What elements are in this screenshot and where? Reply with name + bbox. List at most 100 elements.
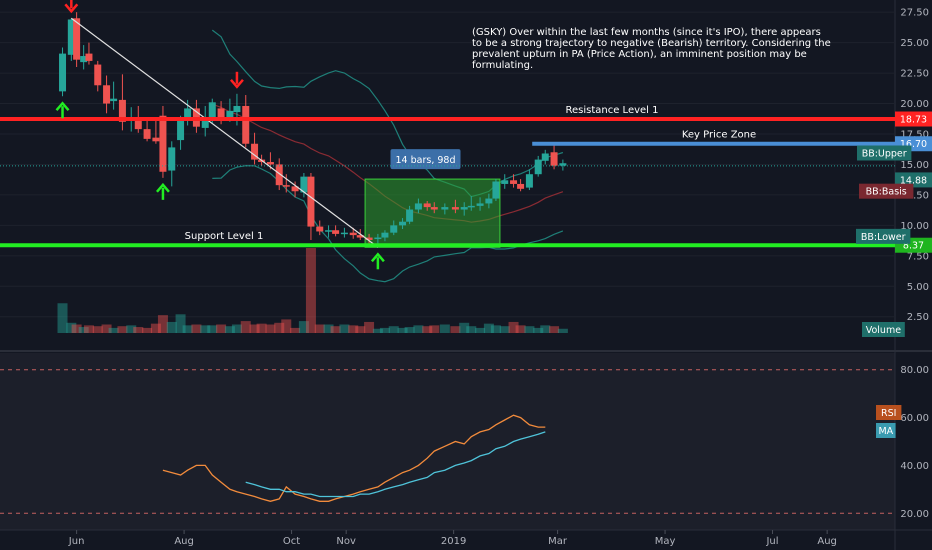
candle-down[interactable] bbox=[510, 180, 518, 184]
candle-down[interactable] bbox=[118, 99, 126, 122]
volume-bar bbox=[459, 322, 470, 333]
candle-up[interactable] bbox=[374, 237, 382, 240]
candle-down[interactable] bbox=[430, 207, 438, 210]
candle-down[interactable] bbox=[251, 143, 259, 160]
candle-up[interactable] bbox=[467, 205, 475, 208]
volume-bar bbox=[101, 324, 112, 333]
volume-bar bbox=[429, 325, 440, 333]
candle-up[interactable] bbox=[325, 230, 333, 232]
volume-bar bbox=[175, 314, 186, 333]
candle-down[interactable] bbox=[103, 85, 111, 104]
volume-bar bbox=[249, 324, 260, 333]
bars-range-label-box bbox=[390, 149, 461, 170]
analysis-note-line: to be a strong trajectory to negative (B… bbox=[472, 38, 831, 49]
rsi-pane[interactable] bbox=[0, 369, 895, 514]
price-tick-label: 2.50 bbox=[907, 312, 929, 323]
candle-up[interactable] bbox=[390, 225, 398, 233]
candle-up[interactable] bbox=[406, 209, 414, 222]
rsi-line[interactable] bbox=[162, 414, 546, 502]
time-tick-label: Aug bbox=[817, 536, 837, 547]
volume-bar bbox=[413, 325, 424, 333]
range-box-rect[interactable] bbox=[364, 178, 501, 248]
up-arrow-head bbox=[155, 182, 170, 193]
candle-down[interactable] bbox=[73, 18, 81, 60]
candle-up[interactable] bbox=[460, 207, 468, 210]
key-zone-badge-text: 16.70 bbox=[900, 139, 927, 150]
candle-up[interactable] bbox=[534, 159, 542, 175]
candle-up[interactable] bbox=[201, 120, 209, 128]
volume-bar bbox=[305, 248, 316, 333]
rsi-ma-line[interactable] bbox=[245, 431, 546, 498]
support-badge-text: 8.37 bbox=[903, 241, 924, 252]
candle-up[interactable] bbox=[300, 176, 308, 193]
candle-up[interactable] bbox=[110, 98, 118, 102]
candle-up[interactable] bbox=[485, 198, 493, 204]
candle-down[interactable] bbox=[349, 232, 357, 236]
candle-up[interactable] bbox=[414, 203, 422, 210]
horizontal-levels[interactable]: Resistance Level 1 Support Level 1 Key Pri… bbox=[0, 105, 895, 248]
candle-down[interactable] bbox=[159, 115, 167, 172]
analysis-note: (GSKY) Over within the last few months (… bbox=[472, 27, 831, 71]
candle-down[interactable] bbox=[517, 183, 525, 189]
candle-down[interactable] bbox=[94, 64, 102, 86]
candle-up[interactable] bbox=[67, 19, 75, 55]
volume-bar bbox=[439, 324, 450, 333]
volume-bar bbox=[388, 326, 399, 333]
candle-down[interactable] bbox=[143, 129, 151, 139]
candle-up[interactable] bbox=[80, 56, 88, 63]
candle-down[interactable] bbox=[217, 108, 225, 119]
candle-down[interactable] bbox=[423, 203, 431, 208]
candle-down[interactable] bbox=[282, 185, 290, 187]
trendline-line[interactable] bbox=[70, 17, 379, 248]
candle-up[interactable] bbox=[226, 110, 234, 119]
candle-down[interactable] bbox=[332, 230, 340, 234]
trendline[interactable] bbox=[70, 17, 379, 248]
volume-bar bbox=[533, 327, 544, 333]
candle-up[interactable] bbox=[441, 207, 449, 210]
resistance-badge-box bbox=[895, 111, 932, 127]
candle-down[interactable] bbox=[365, 237, 373, 240]
candle-up[interactable] bbox=[476, 203, 484, 206]
time-tick-label: Jul bbox=[765, 536, 778, 547]
candle-up[interactable] bbox=[541, 153, 549, 161]
candle-up[interactable] bbox=[492, 181, 500, 199]
candle-down[interactable] bbox=[152, 137, 160, 142]
candle-up[interactable] bbox=[59, 53, 67, 92]
time-tick-label: Mar bbox=[548, 536, 568, 547]
volume-bar bbox=[466, 326, 477, 333]
range-box[interactable]: 14 bars, 98d bbox=[364, 149, 501, 248]
candle-up[interactable] bbox=[184, 108, 192, 120]
candle-down[interactable] bbox=[307, 176, 315, 227]
bb-upper-tag: BB:Upper bbox=[857, 145, 912, 161]
bb-basis-tag: BB:Basis bbox=[859, 183, 914, 199]
candle-up[interactable] bbox=[525, 174, 533, 188]
candle-up[interactable] bbox=[168, 147, 176, 171]
candle-up[interactable] bbox=[399, 221, 407, 226]
axes: 27.50 25.00 22.50 20.00 17.50 15.00 12.50 10.00… bbox=[68, 8, 929, 547]
price-tick-label: 17.50 bbox=[900, 130, 929, 141]
volume-bar bbox=[126, 325, 137, 333]
candle-up[interactable] bbox=[501, 180, 509, 184]
candle-up[interactable] bbox=[233, 105, 241, 113]
candle-down[interactable] bbox=[242, 105, 250, 144]
candle-down[interactable] bbox=[316, 226, 324, 232]
candle-up[interactable] bbox=[559, 163, 567, 166]
candle-down[interactable] bbox=[266, 162, 274, 165]
candle-down[interactable] bbox=[85, 53, 93, 61]
volume-bar bbox=[397, 327, 408, 333]
rsi-tag-text: RSI bbox=[881, 408, 896, 419]
volume-bar bbox=[92, 326, 103, 333]
candle-up[interactable] bbox=[208, 102, 216, 119]
candle-down[interactable] bbox=[550, 152, 558, 166]
volume-bar bbox=[265, 324, 276, 333]
rsi-tag: RSI bbox=[876, 405, 902, 420]
candle-down[interactable] bbox=[451, 207, 459, 210]
candle-down[interactable] bbox=[275, 164, 283, 186]
candle-down[interactable] bbox=[291, 186, 299, 192]
candle-down[interactable] bbox=[356, 235, 364, 238]
candle-up[interactable] bbox=[340, 232, 348, 235]
candle-down[interactable] bbox=[134, 119, 142, 130]
candle-up[interactable] bbox=[381, 232, 389, 238]
candle-up[interactable] bbox=[177, 120, 185, 141]
